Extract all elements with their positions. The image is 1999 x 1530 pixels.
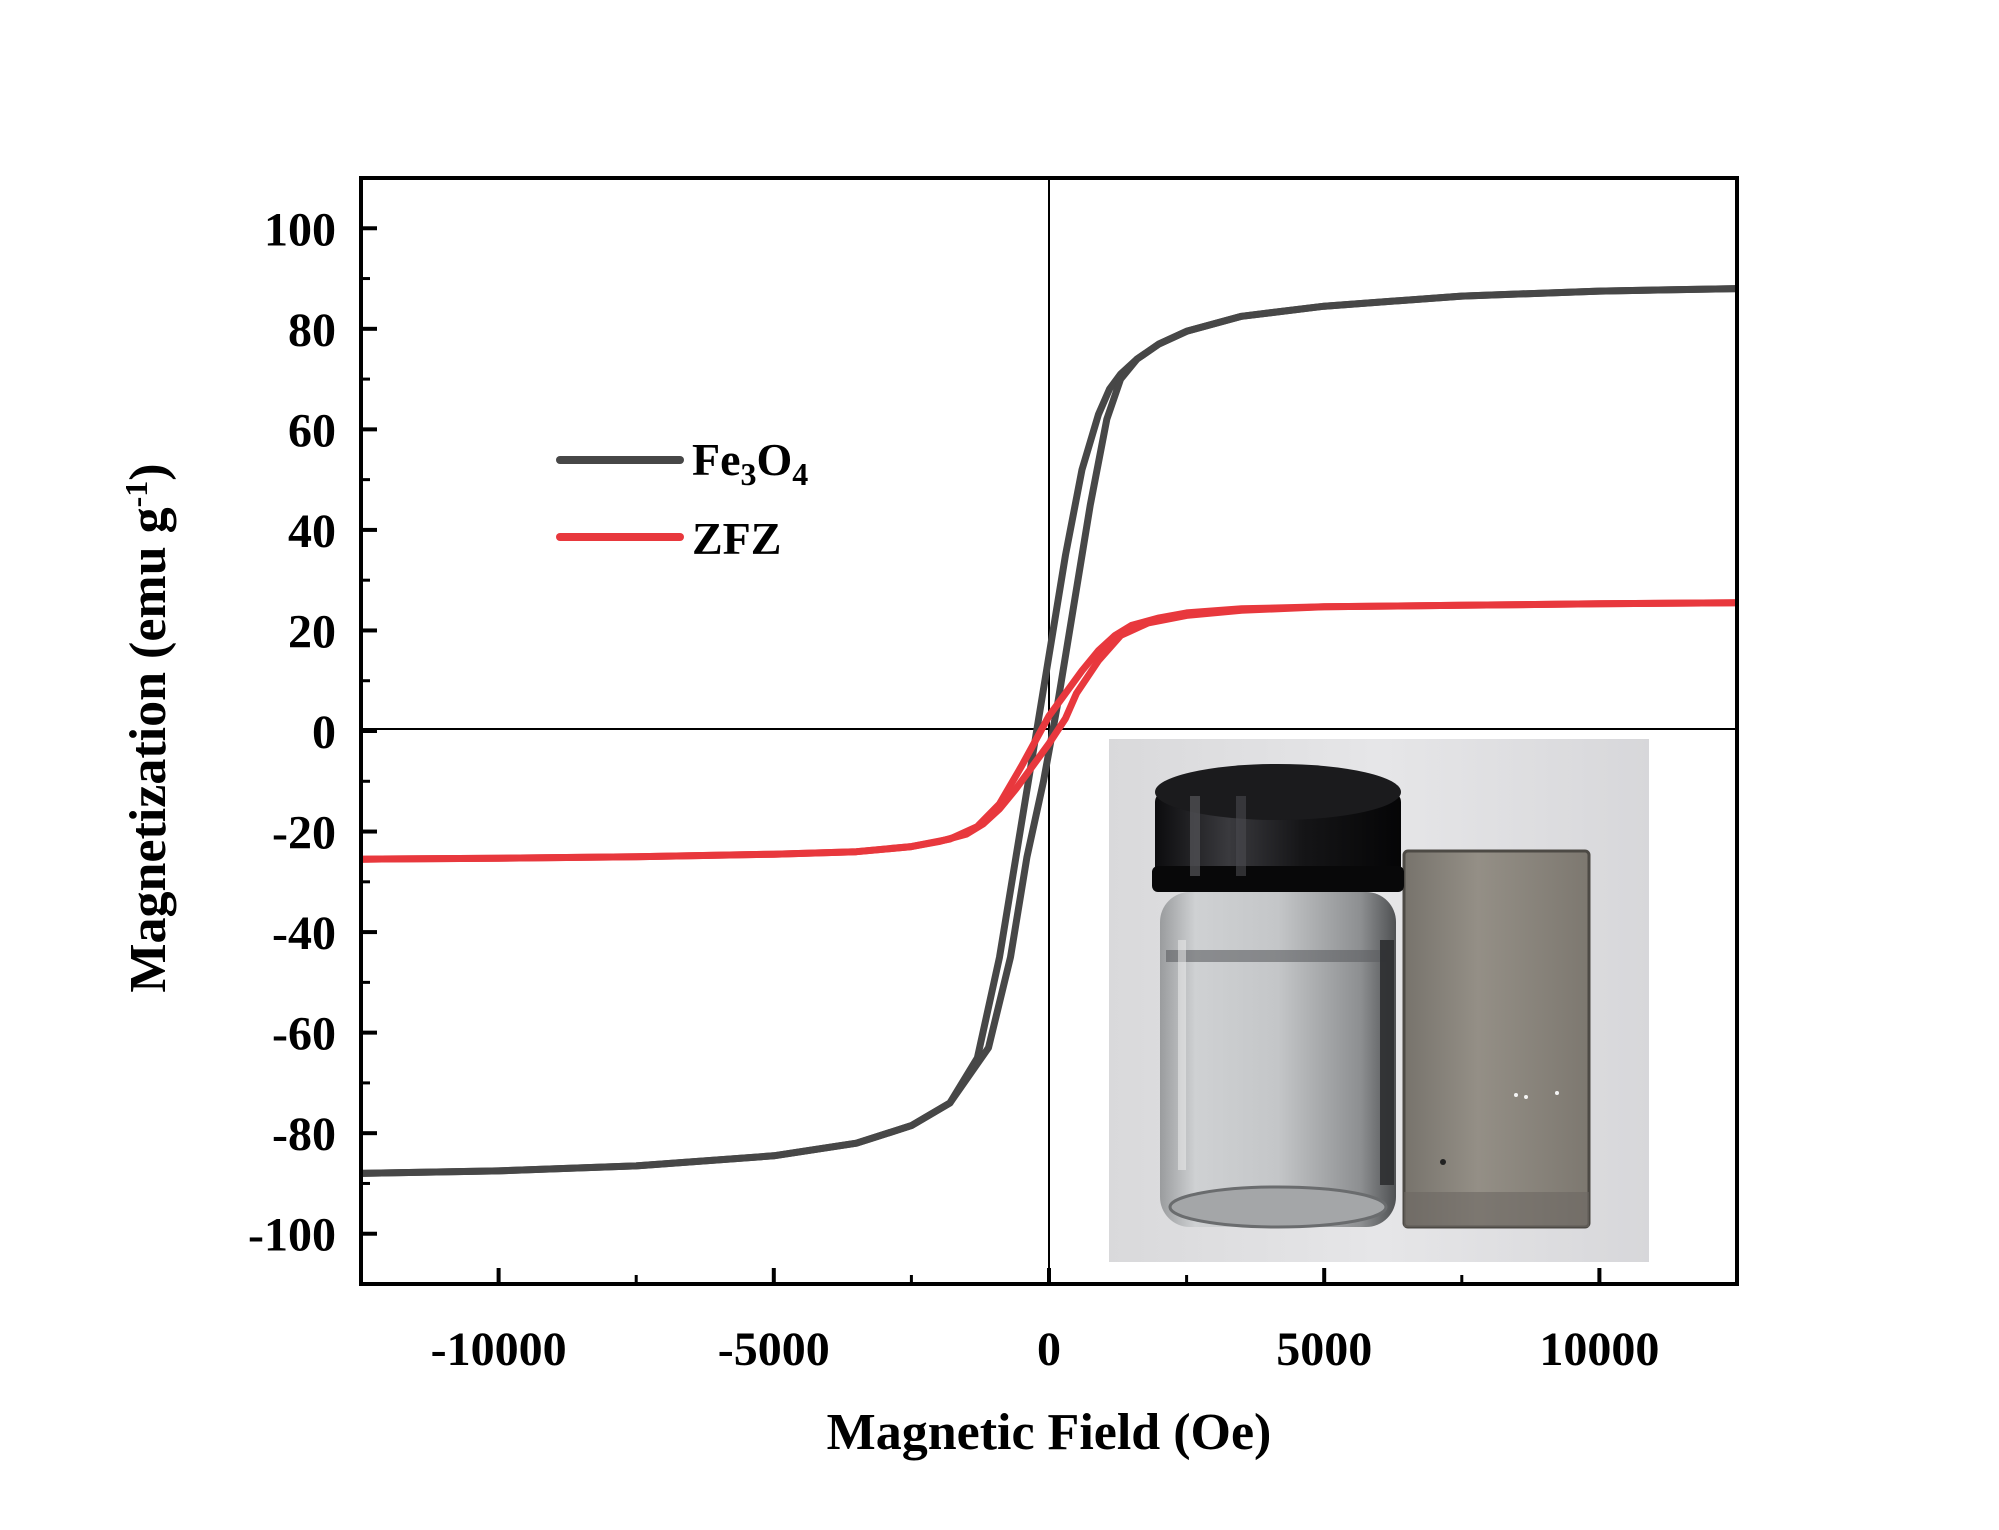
- y-axis-ticks: -100 -80 -60 -40 -20 0 20 40 60 80 100: [248, 176, 377, 1286]
- y-tick-label: -60: [272, 1008, 336, 1061]
- x-tick-label: 5000: [1276, 1323, 1372, 1376]
- vial-and-magnet-photo: [1109, 739, 1649, 1262]
- x-tick-label: 0: [1037, 1323, 1061, 1376]
- y-tick-label: 20: [288, 605, 336, 658]
- x-axis-title: Magnetic Field (Oe): [827, 1404, 1272, 1461]
- y-tick-label: 40: [288, 505, 336, 558]
- series-line-zfz-ascending: [361, 599, 1737, 863]
- legend: Fe3O4 ZFZ: [556, 434, 808, 564]
- y-tick-label: -20: [272, 807, 336, 860]
- series-line-fe3o4-ascending: [361, 285, 1737, 1177]
- y-axis-title: Magnetization (emu g-1): [118, 463, 177, 992]
- y-tick-label: -80: [272, 1108, 336, 1161]
- x-axis-ticks: -10000 -5000 0 5000 10000: [431, 1268, 1659, 1376]
- y-tick-label: 80: [288, 304, 336, 357]
- legend-label-fe3o4: Fe3O4: [692, 434, 808, 492]
- y-tick-label: -100: [248, 1209, 336, 1262]
- y-tick-label: -40: [272, 907, 336, 960]
- x-tick-label: -5000: [718, 1323, 830, 1376]
- x-tick-label: -10000: [431, 1323, 567, 1376]
- vial-cap: [1152, 764, 1404, 892]
- legend-label-zfz: ZFZ: [692, 513, 781, 564]
- glass-vial: [1160, 892, 1396, 1229]
- y-tick-label: 60: [288, 404, 336, 457]
- y-tick-label: 100: [264, 203, 336, 256]
- y-tick-label: 0: [312, 706, 336, 759]
- series-curves: [361, 285, 1737, 1177]
- x-tick-label: 10000: [1539, 1323, 1659, 1376]
- magnet-block: [1402, 849, 1591, 1229]
